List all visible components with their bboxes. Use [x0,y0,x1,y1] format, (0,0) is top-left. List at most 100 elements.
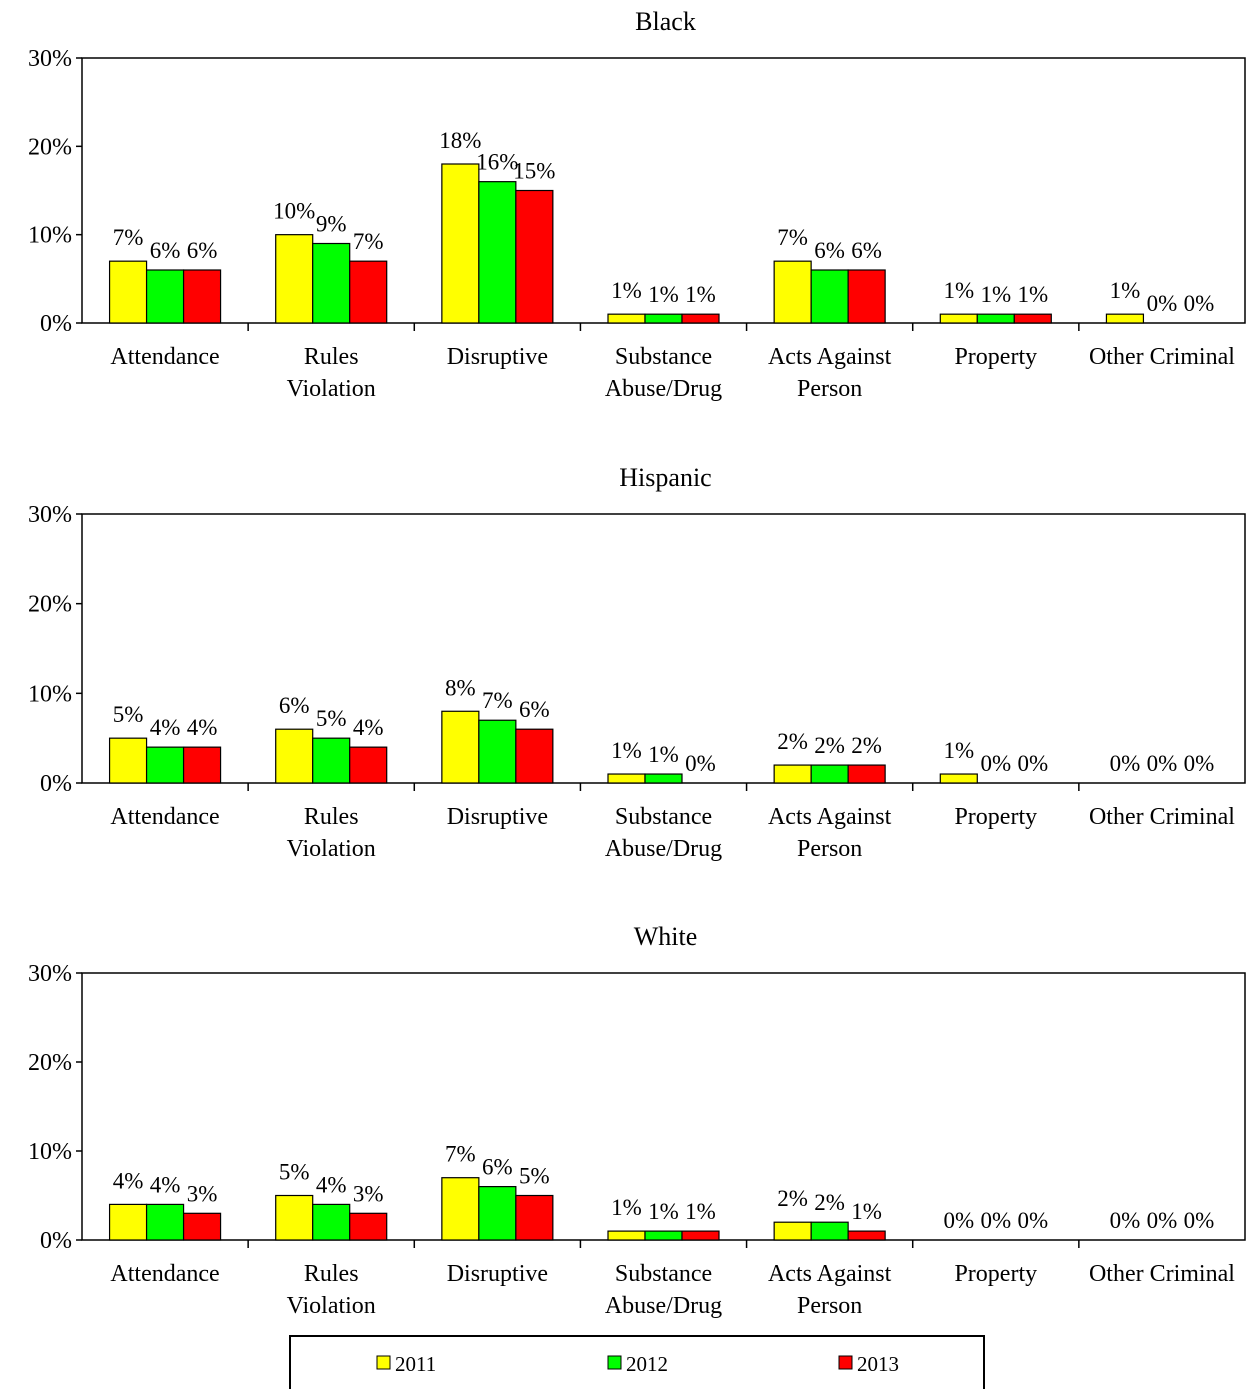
data-label-2011: 0% [1110,1208,1141,1233]
x-category-label: Property [954,344,1037,370]
data-label-2012: 4% [316,1172,347,1197]
y-tick-label: 30% [28,961,72,987]
bar-2012 [810,1221,849,1241]
bar-2012 [312,737,351,784]
data-label-2013: 4% [187,715,218,740]
data-label-2012: 4% [150,715,181,740]
bar-2011 [1105,313,1145,324]
data-label-2013: 6% [519,697,550,722]
y-tick-label: 0% [40,771,72,797]
data-label-2013: 3% [187,1181,218,1206]
x-category-label: Property [954,1261,1037,1287]
data-label-2013: 3% [353,1181,384,1206]
data-label-2013: 15% [513,159,555,184]
x-category-label: Other Criminal [1089,344,1235,370]
panel-title: White [634,922,698,951]
data-label-2012: 2% [814,1190,845,1215]
data-label-2013: 1% [685,282,716,307]
bar-2012 [312,242,351,324]
data-label-2013: 2% [851,733,882,758]
x-category-label: Property [954,804,1037,830]
bar-2011 [773,1221,812,1241]
y-tick-label: 0% [40,1228,72,1254]
data-label-2012: 6% [814,238,845,263]
bar-2012 [145,269,185,324]
bar-2011 [607,313,646,324]
data-label-2011: 1% [1110,278,1141,303]
bar-2012 [644,313,683,324]
bar-2012 [478,181,517,324]
data-label-2013: 1% [851,1199,882,1224]
x-category-label: Rules [304,1261,359,1287]
legend-swatch-2012 [607,1355,622,1370]
data-label-2013: 0% [685,751,716,776]
bar-2011 [275,1194,314,1241]
bar-2012 [145,746,185,784]
x-category-label: Disruptive [447,804,548,830]
data-label-2011: 5% [279,1160,310,1185]
data-label-2013: 1% [685,1199,716,1224]
data-label-2011: 7% [777,225,808,250]
y-tick-label: 10% [28,223,72,249]
data-label-2012: 7% [482,688,513,713]
bar-2012 [478,1185,517,1241]
bar-2012 [976,313,1015,324]
data-label-2012: 0% [1147,1208,1178,1233]
x-category-label: Violation [287,1293,376,1319]
bar-2011 [607,1230,646,1241]
data-label-2013: 0% [1017,751,1048,776]
bar-2011 [441,1177,480,1241]
x-category-label: Acts Against [768,804,892,830]
x-category-label: Attendance [110,804,219,830]
data-label-2012: 6% [150,238,181,263]
bar-2013 [847,764,886,784]
panel-title: Black [635,7,696,36]
data-label-2011: 1% [611,278,642,303]
bar-2013 [182,1212,222,1241]
data-label-2012: 9% [316,212,347,237]
y-tick-label: 0% [40,311,72,337]
data-label-2011: 0% [943,1208,974,1233]
data-label-2011: 18% [439,128,481,153]
data-label-2011: 2% [777,1186,808,1211]
data-label-2011: 2% [777,729,808,754]
bar-2013 [681,1230,720,1241]
legend-swatch-2013 [838,1355,853,1370]
data-label-2013: 7% [353,229,384,254]
bar-2012 [810,269,849,324]
data-label-2011: 4% [113,1168,144,1193]
data-label-2013: 6% [851,238,882,263]
y-tick-label: 10% [28,681,72,707]
y-tick-label: 10% [28,1139,72,1165]
bar-2011 [773,260,812,324]
legend-label-2013: 2013 [857,1352,899,1376]
bar-2013 [515,728,554,784]
x-category-label: Person [797,836,862,862]
legend-label-2012: 2012 [626,1352,668,1376]
data-label-2011: 7% [113,225,144,250]
data-label-2011: 1% [611,738,642,763]
bar-2013 [847,269,886,324]
bar-2011 [441,163,480,324]
data-label-2013: 1% [1017,282,1048,307]
x-category-label: Person [797,376,862,402]
legend-swatch-2011 [376,1355,391,1370]
data-label-2011: 6% [279,693,310,718]
bar-2013 [182,746,222,784]
bar-2011 [441,710,480,784]
data-label-2012: 0% [1147,751,1178,776]
data-label-2013: 0% [1184,291,1215,316]
x-category-label: Substance [615,344,712,370]
bar-2011 [108,260,148,324]
data-label-2011: 8% [445,675,476,700]
bar-2013 [349,260,388,324]
y-tick-label: 20% [28,134,72,160]
data-label-2012: 0% [980,751,1011,776]
data-label-2011: 7% [445,1142,476,1167]
panel-title: Hispanic [619,463,711,492]
x-category-label: Other Criminal [1089,804,1235,830]
bar-2013 [1013,313,1052,324]
